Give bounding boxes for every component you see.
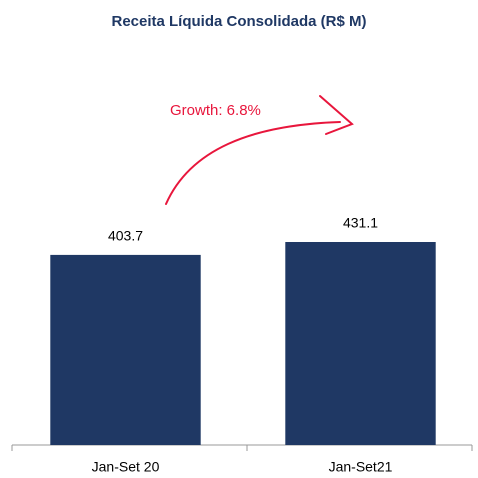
chart-title: Receita Líquida Consolidada (R$ M): [111, 13, 366, 30]
x-tick-label: Jan-Set 20: [92, 459, 160, 475]
arrow-curve: [165, 121, 341, 205]
x-tick-label: Jan-Set21: [329, 459, 393, 475]
growth-arrow: [165, 95, 354, 205]
bar: [50, 254, 201, 445]
value-label: 403.7: [108, 228, 143, 244]
annotation: Growth: 6.8%: [170, 102, 261, 119]
bar: [285, 242, 436, 445]
value-label: 431.1: [343, 215, 378, 231]
arrow-head: [319, 95, 354, 135]
